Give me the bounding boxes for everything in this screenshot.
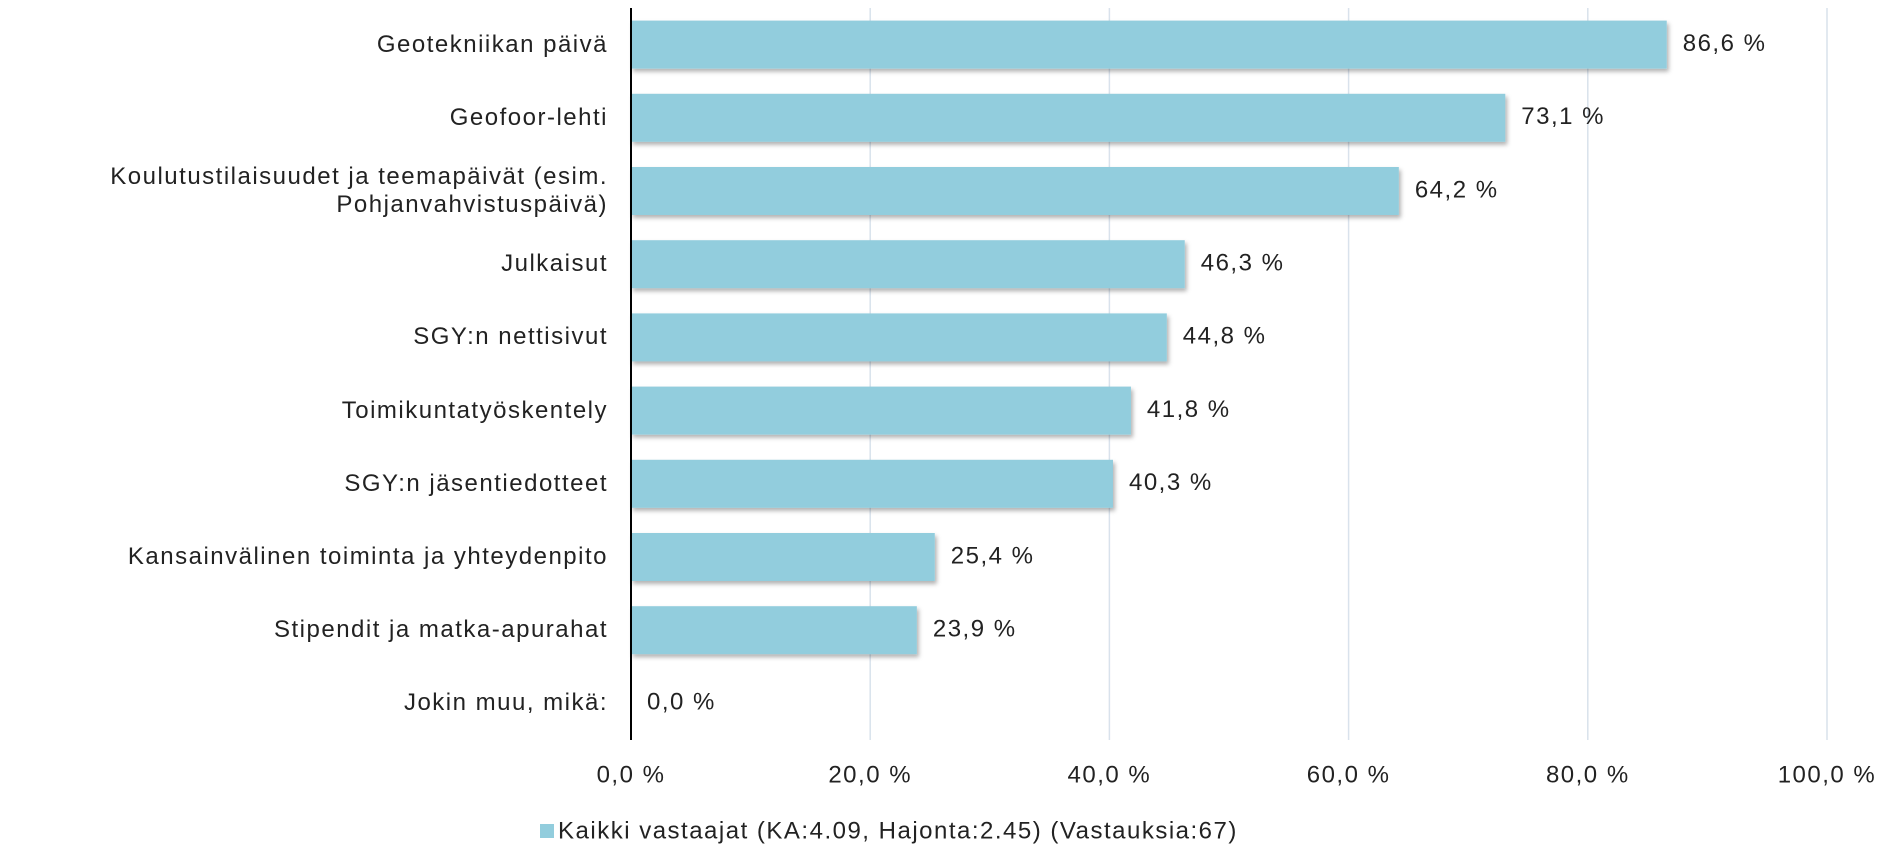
value-label: 25,4 %	[951, 542, 1035, 569]
bar	[631, 533, 935, 581]
bar	[631, 313, 1167, 361]
bar	[631, 240, 1185, 288]
y-tick-label: Jokin muu, mikä:	[8, 689, 608, 717]
value-label: 0,0 %	[647, 689, 716, 716]
legend-label: Kaikki vastaajat (KA:4.09, Hajonta:2.45)…	[558, 817, 1238, 844]
value-label: 44,8 %	[1183, 323, 1267, 350]
chart-page: 0,0 % 20,0 % 40,0 % 60,0 % 80,0 % 100,0 % 86,6…	[0, 0, 1891, 848]
y-tick-label: SGY:n nettisivut	[8, 323, 608, 351]
x-tick-label: 40,0 %	[1068, 761, 1152, 788]
x-tick-label: 0,0 %	[597, 761, 666, 788]
y-tick-label: Julkaisut	[8, 250, 608, 278]
x-tick-label: 100,0 %	[1778, 761, 1877, 788]
y-tick-label: Geofoor-lehti	[8, 104, 608, 132]
value-label: 23,9 %	[933, 616, 1017, 643]
x-tick-label: 60,0 %	[1307, 761, 1391, 788]
value-label: 64,2 %	[1415, 176, 1499, 203]
legend-swatch	[540, 824, 554, 838]
bar	[631, 460, 1113, 508]
y-tick-label: Kansainvälinen toiminta ja yhteydenpito	[8, 543, 608, 571]
y-tick-label: Toimikuntatyöskentely	[8, 397, 608, 425]
y-tick-label: SGY:n jäsentiedotteet	[8, 470, 608, 498]
value-label: 40,3 %	[1129, 469, 1213, 496]
value-label: 86,6 %	[1683, 30, 1767, 57]
x-tick-label: 80,0 %	[1546, 761, 1630, 788]
value-label: 73,1 %	[1521, 103, 1605, 130]
y-tick-label: Geotekniikan päivä	[8, 31, 608, 59]
bar	[631, 387, 1131, 435]
bar	[631, 606, 917, 654]
y-tick-label: Stipendit ja matka-apurahat	[8, 616, 608, 644]
y-tick-label: Koulutustilaisuudet ja teemapäivät (esim…	[8, 163, 608, 219]
value-label: 41,8 %	[1147, 396, 1231, 423]
x-tick-label: 20,0 %	[828, 761, 912, 788]
bar	[631, 21, 1667, 69]
bar	[631, 167, 1399, 215]
bar	[631, 94, 1505, 142]
value-label: 46,3 %	[1201, 250, 1285, 277]
